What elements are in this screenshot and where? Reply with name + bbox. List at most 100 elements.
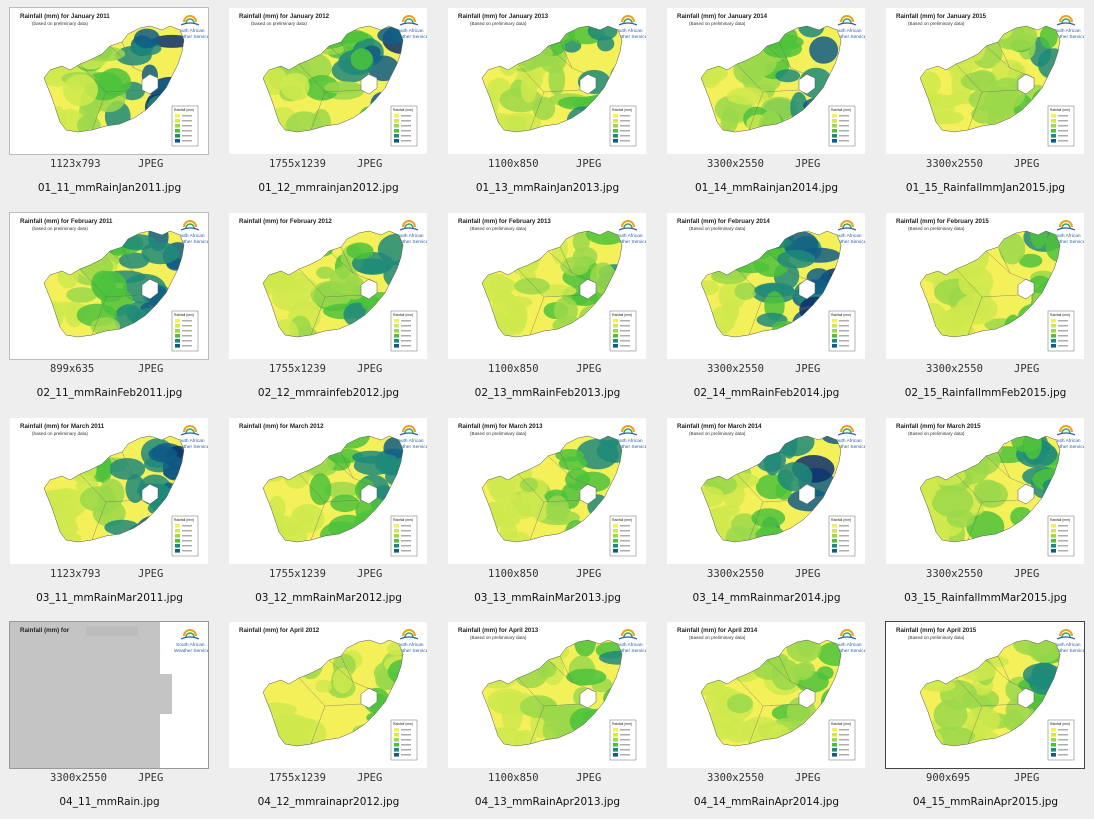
thumbnail-item[interactable]: Rainfall (mm) for February 2011 (based on… <box>0 205 219 410</box>
legend-title: Rainfall (mm) <box>1050 108 1070 112</box>
thumbnail-image[interactable]: Rainfall (mm) for February 2014 (Based on… <box>667 213 865 359</box>
logo-line: South African <box>176 28 205 34</box>
image-dimensions: 1100x850 <box>488 568 539 580</box>
thumbnail-item[interactable]: Rainfall (mm) for January 2012 (based on … <box>219 0 438 205</box>
logo-line: Weather Service <box>831 444 865 450</box>
image-dimensions: 1755x1239 <box>269 158 326 170</box>
thumbnail-image[interactable]: Rainfall (mm) for January 2014 (Based on … <box>667 8 865 154</box>
map-legend: Rainfall (mm) <box>390 515 418 557</box>
thumbnail-item[interactable]: Rainfall (mm) for March 2015 (Based on pr… <box>876 410 1094 615</box>
thumbnail-image[interactable]: Rainfall (mm) for February 2015 (Based on… <box>886 213 1084 359</box>
file-name[interactable]: 02_12_mmrainfeb2012.jpg <box>257 387 400 399</box>
thumbnail-image[interactable]: Rainfall (mm) for March 2011 (based on pr… <box>10 418 208 564</box>
thumbnail-image[interactable]: Rainfall (mm) for January 2012 (based on … <box>229 8 427 154</box>
thumbnail-item[interactable]: Rainfall (mm) for January 2015 (Based on … <box>876 0 1094 205</box>
thumbnail-image[interactable]: (Based on preliminary data)South African… <box>9 621 209 769</box>
map-subtitle: (Based on preliminary data) <box>470 21 527 26</box>
thumbnail-image[interactable]: Rainfall (mm) for February 2012 South Afr… <box>229 213 427 359</box>
file-name[interactable]: 03_12_mmRainMar2012.jpg <box>255 592 402 604</box>
thumbnail-item[interactable]: Rainfall (mm) for March 2011 (based on pr… <box>0 410 219 615</box>
thumbnail-item[interactable]: Rainfall (mm) for February 2012 South Afr… <box>219 205 438 410</box>
image-format: JPEG <box>576 568 602 580</box>
thumbnail-image[interactable]: Rainfall (mm) for March 2015 (Based on pr… <box>886 418 1084 564</box>
thumbnail-item[interactable]: Rainfall (mm) for February 2014 (Based on… <box>657 205 876 410</box>
file-name[interactable]: 02_11_mmRainFeb2011.jpg <box>36 387 183 399</box>
file-name[interactable]: 03_11_mmRainMar2011.jpg <box>36 592 183 604</box>
thumbnail-item[interactable]: Rainfall (mm) for March 2012 South Africa… <box>219 410 438 615</box>
thumbnail-image[interactable]: Rainfall (mm) for February 2011 (based on… <box>9 212 209 360</box>
thumbnail-image[interactable]: Rainfall (mm) for January 2013 (Based on … <box>448 8 646 154</box>
thumbnail-image[interactable]: Rainfall (mm) for January 2015 (Based on … <box>886 8 1084 154</box>
map-subtitle: (Based on preliminary data) <box>470 635 527 640</box>
file-name[interactable]: 04_14_mmRainApr2014.jpg <box>693 796 840 808</box>
file-name[interactable]: 04_11_mmRain.jpg <box>59 796 160 808</box>
rainfall-map-preview: Rainfall (mm) for January 2013(Based on … <box>448 8 646 154</box>
thumbnail-image[interactable]: Rainfall (mm) for February 2013 (Based on… <box>448 213 646 359</box>
logo-line: South African <box>833 642 862 648</box>
map-subtitle: (Based on preliminary data) <box>908 635 965 640</box>
file-name[interactable]: 02_14_mmRainFeb2014.jpg <box>693 387 840 399</box>
thumbnail-item[interactable]: Rainfall (mm) for January 2014 (Based on … <box>657 0 876 205</box>
map-title: Rainfall (mm) for January 2015 <box>896 13 987 20</box>
file-name[interactable]: 01_14_mmRainjan2014.jpg <box>694 182 839 194</box>
file-name[interactable]: 01_13_mmRainJan2013.jpg <box>475 182 620 194</box>
thumbnail-image[interactable]: Rainfall (mm) for March 2014 (Based on pr… <box>667 418 865 564</box>
thumbnail-item[interactable]: Rainfall (mm) for March 2014 (Based on pr… <box>657 410 876 615</box>
logo-line: Weather Service <box>174 444 208 450</box>
file-name[interactable]: 02_13_mmRainFeb2013.jpg <box>474 387 621 399</box>
file-name[interactable]: 03_13_mmRainMar2013.jpg <box>474 592 621 604</box>
file-name[interactable]: 02_15_RainfallmmFeb2015.jpg <box>904 387 1067 399</box>
rainfall-map-preview: Rainfall (mm) for April 2013(Based on pr… <box>448 622 646 768</box>
thumbnail-item[interactable]: Rainfall (mm) for February 2015 (Based on… <box>876 205 1094 410</box>
thumbnail-image[interactable]: Rainfall (mm) for April 2014 (Based on pr… <box>667 622 865 768</box>
thumbnail-image[interactable]: Rainfall (mm) for March 2012 South Africa… <box>229 418 427 564</box>
logo-line: South African <box>176 642 205 648</box>
file-name[interactable]: 04_15_mmRainApr2015.jpg <box>912 796 1059 808</box>
file-name[interactable]: 03_14_mmRainmar2014.jpg <box>692 592 841 604</box>
image-format: JPEG <box>576 772 602 784</box>
thumbnail-item[interactable]: Rainfall (mm) for January 2013 (Based on … <box>438 0 657 205</box>
map-title: Rainfall (mm) for January 2012 <box>239 13 330 20</box>
map-subtitle: (Based on preliminary data) <box>689 226 746 231</box>
legend-title: Rainfall (mm) <box>174 313 194 317</box>
thumbnail-image[interactable]: Rainfall (mm) for April 2015 (Based on pr… <box>885 621 1085 769</box>
image-dimensions: 3300x2550 <box>707 772 764 784</box>
rainfall-map-preview: (Based on preliminary data)South African… <box>10 622 208 768</box>
file-name[interactable]: 03_15_RainfallmmMar2015.jpg <box>904 592 1067 604</box>
legend-title: Rainfall (mm) <box>612 722 632 726</box>
thumbnail-item[interactable]: Rainfall (mm) for April 2013 (Based on pr… <box>438 614 657 819</box>
legend-title: Rainfall (mm) <box>1050 722 1070 726</box>
thumbnail-item[interactable]: (Based on preliminary data)South African… <box>0 614 219 819</box>
map-title: Rainfall (mm) for March 2014 <box>677 423 762 430</box>
logo-line: South African <box>614 28 643 34</box>
thumbnail-item[interactable]: Rainfall (mm) for April 2015 (Based on pr… <box>876 614 1094 819</box>
file-name[interactable]: 01_11_mmRainJan2011.jpg <box>37 182 182 194</box>
map-legend: Rainfall (mm) <box>171 105 199 147</box>
image-format: JPEG <box>795 772 821 784</box>
file-name[interactable]: 01_15_RainfallmmJan2015.jpg <box>905 182 1066 194</box>
file-name[interactable]: 04_12_mmrainapr2012.jpg <box>257 796 400 808</box>
thumbnail-item[interactable]: Rainfall (mm) for April 2014 (Based on pr… <box>657 614 876 819</box>
map-legend: Rainfall (mm) <box>609 719 637 761</box>
thumbnail-item[interactable]: Rainfall (mm) for February 2013 (Based on… <box>438 205 657 410</box>
rainfall-map-preview: Rainfall (mm) for February 2015(Based on… <box>886 213 1084 359</box>
image-format: JPEG <box>357 772 383 784</box>
logo-line: Weather Service <box>612 444 646 450</box>
thumbnail-item[interactable]: Rainfall (mm) for January 2011 (based on … <box>0 0 219 205</box>
thumbnail-item[interactable]: Rainfall (mm) for March 2013 (Based on pr… <box>438 410 657 615</box>
thumbnail-image[interactable]: Rainfall (mm) for March 2013 (Based on pr… <box>448 418 646 564</box>
thumbnail-item[interactable]: Rainfall (mm) for April 2012 South Africa… <box>219 614 438 819</box>
file-name[interactable]: 01_12_mmrainjan2012.jpg <box>258 182 399 194</box>
image-format: JPEG <box>357 363 383 375</box>
image-meta: 3300x2550 JPEG <box>876 363 1094 377</box>
logo-line: South African <box>1052 438 1081 444</box>
thumbnail-image[interactable]: Rainfall (mm) for April 2013 (Based on pr… <box>448 622 646 768</box>
image-format: JPEG <box>1014 568 1040 580</box>
file-name[interactable]: 04_13_mmRainApr2013.jpg <box>474 796 621 808</box>
image-format: JPEG <box>795 363 821 375</box>
thumbnail-image[interactable]: Rainfall (mm) for April 2012 South Africa… <box>229 622 427 768</box>
thumbnail-image[interactable]: Rainfall (mm) for January 2011 (based on … <box>9 7 209 155</box>
